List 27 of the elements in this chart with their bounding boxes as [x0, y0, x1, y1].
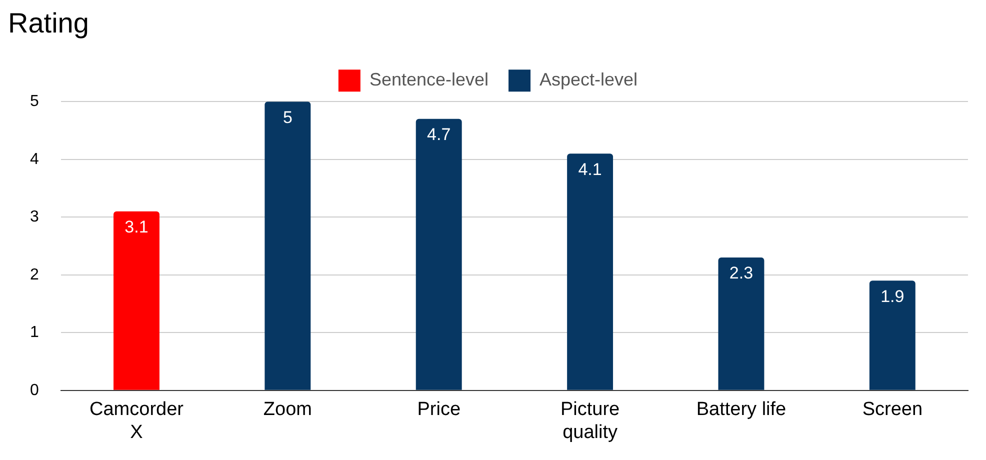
- data-label: 2.3: [729, 264, 754, 283]
- x-tick-label: Battery life: [696, 399, 786, 420]
- data-label: 4.7: [427, 125, 451, 144]
- bar: [416, 118, 462, 390]
- legend-label: Sentence-level: [369, 70, 489, 90]
- y-tick-label: 0: [30, 382, 39, 399]
- chart-title: Rating: [8, 8, 89, 39]
- bar: [869, 280, 916, 390]
- y-tick-label: 2: [30, 266, 39, 284]
- y-tick-label: 5: [30, 93, 39, 110]
- y-tick-label: 4: [30, 150, 39, 168]
- y-tick-label: 3: [30, 208, 39, 226]
- x-tick-label: Picture quality: [560, 399, 620, 443]
- bar: [567, 154, 614, 390]
- bar: [264, 102, 311, 390]
- data-label: 3.1: [124, 218, 148, 237]
- data-label: 5: [282, 108, 292, 127]
- legend-label: Aspect-level: [540, 70, 638, 90]
- y-tick-label: 1: [30, 324, 39, 342]
- x-tick-label: Zoom: [263, 399, 312, 420]
- data-label: 4.1: [578, 160, 602, 179]
- x-tick-label: Screen: [862, 399, 923, 420]
- x-tick-label: Price: [417, 399, 461, 420]
- data-label: 1.9: [880, 286, 904, 306]
- x-tick-label: Camcorder X: [90, 399, 184, 443]
- bar: [114, 211, 160, 390]
- bar: [718, 258, 764, 390]
